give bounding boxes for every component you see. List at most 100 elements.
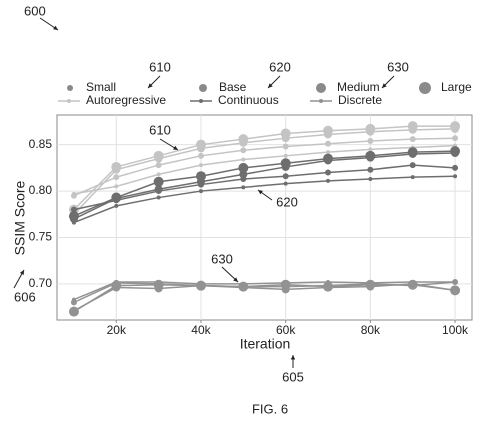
series-marker [281, 158, 291, 168]
series-marker [238, 134, 248, 144]
reference-numeral: 630 [387, 59, 409, 74]
series-marker [157, 172, 161, 176]
series-marker [410, 162, 416, 168]
series-marker [111, 281, 121, 291]
legend-label: Medium [337, 80, 380, 94]
x-tick-label: 80k [361, 323, 381, 337]
series-marker [450, 121, 460, 131]
series-marker [241, 158, 245, 162]
legend-label: Small [86, 80, 116, 94]
legend-size-marker [199, 84, 207, 92]
y-tick-label: 0.70 [29, 276, 53, 290]
x-axis-label: Iteration [240, 336, 291, 352]
series-marker [198, 153, 204, 159]
series-marker [452, 165, 458, 171]
series-marker [113, 174, 119, 180]
legend-label: Continuous [218, 93, 279, 107]
series-marker [284, 182, 288, 186]
legend-line-marker [319, 99, 323, 103]
series-marker [452, 279, 458, 285]
series-marker [154, 151, 164, 161]
series-marker [411, 175, 415, 179]
legend-label: Discrete [338, 93, 382, 107]
series-marker [114, 184, 118, 188]
series-marker [408, 147, 418, 157]
series-marker [238, 282, 248, 292]
legend-size-marker [316, 83, 326, 93]
series-marker [323, 154, 333, 164]
reference-numeral: 610 [149, 122, 171, 137]
reference-numeral: 605 [282, 369, 304, 384]
series-marker [325, 141, 331, 147]
reference-numeral: 620 [269, 59, 291, 74]
series-marker [283, 144, 289, 150]
series-marker [326, 150, 330, 154]
x-tick-label: 20k [107, 323, 127, 337]
series-marker [368, 177, 372, 181]
series-marker [69, 307, 79, 317]
reference-numeral: 610 [149, 59, 171, 74]
x-tick-label: 40k [191, 323, 211, 337]
figure-label: FIG. 6 [252, 401, 288, 416]
legend-label: Autoregressive [86, 93, 166, 107]
series-marker [281, 280, 291, 290]
series-marker [71, 299, 77, 305]
series-marker [154, 177, 164, 187]
series-marker [365, 280, 375, 290]
series-marker [408, 280, 418, 290]
series-marker [325, 170, 331, 176]
series-marker [367, 138, 373, 144]
series-marker [453, 174, 457, 178]
series-marker [408, 121, 418, 131]
series-marker [365, 124, 375, 134]
reference-numeral: 630 [211, 251, 233, 266]
series-marker [240, 147, 246, 153]
y-axis-label: SSIM Score [12, 180, 28, 255]
series-marker [410, 136, 416, 142]
series-marker [284, 154, 288, 158]
reference-numeral: 620 [276, 194, 298, 209]
legend-size-marker [419, 82, 431, 94]
series-marker [452, 135, 458, 141]
legend-size-marker [67, 85, 73, 91]
series-marker [450, 285, 460, 295]
x-tick-label: 60k [276, 323, 296, 337]
figure: Iteration SSIM Score FIG. 6 0.70 0.75 0.80… [0, 0, 480, 421]
series-marker [323, 126, 333, 136]
series-marker [323, 282, 333, 292]
series-marker [196, 171, 206, 181]
series-marker [196, 140, 206, 150]
series-marker [154, 280, 164, 290]
series-marker [365, 151, 375, 161]
series-marker [199, 163, 203, 167]
series-marker [367, 167, 373, 173]
series-marker [71, 193, 77, 199]
x-tick-label: 100k [442, 323, 469, 337]
leader-arrowhead [291, 355, 295, 360]
series-marker [368, 147, 372, 151]
series-marker [156, 162, 162, 168]
reference-numeral: 606 [14, 289, 36, 304]
leader-arrowhead [53, 26, 58, 30]
series-marker [114, 204, 118, 208]
series-marker [196, 281, 206, 291]
y-tick-label: 0.80 [29, 183, 53, 197]
series-marker [199, 189, 203, 193]
series-marker [326, 179, 330, 183]
legend-label: Base [219, 80, 247, 94]
y-tick-label: 0.75 [29, 230, 53, 244]
reference-numeral: 600 [24, 3, 46, 18]
legend-label: Large [441, 80, 472, 94]
legend-line-marker [67, 99, 71, 103]
series-marker [157, 196, 161, 200]
series-marker [111, 193, 121, 203]
series-marker [238, 163, 248, 173]
series-marker [111, 162, 121, 172]
series-marker [69, 211, 79, 221]
legend-line-marker [199, 99, 203, 103]
series-marker [450, 146, 460, 156]
series-marker [281, 129, 291, 139]
series-marker [283, 173, 289, 179]
series-marker [241, 185, 245, 189]
y-tick-label: 0.85 [29, 137, 53, 151]
